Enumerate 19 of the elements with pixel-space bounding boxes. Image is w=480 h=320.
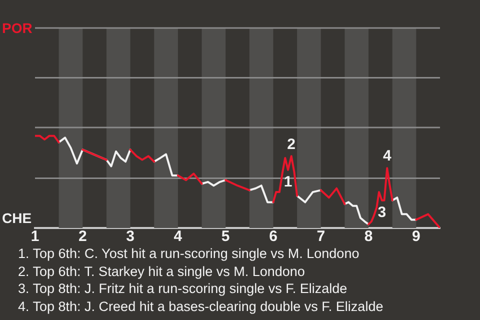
x-tick-label: 7 bbox=[316, 228, 326, 246]
text: POR bbox=[2, 20, 32, 36]
annotation: 3 bbox=[378, 204, 386, 221]
x-tick-label: 5 bbox=[221, 228, 230, 246]
text: 3. Top 8th: J. Fritz hit a run-scoring single vs F. Elizalde bbox=[18, 280, 348, 298]
x-tick-label: 9 bbox=[412, 228, 420, 246]
x-tick-label: 8 bbox=[364, 228, 373, 246]
x-tick-label: 3 bbox=[126, 228, 134, 246]
text: 2. Top 6th: T. Starkey hit a single vs M. Londono bbox=[18, 262, 306, 280]
text: 1. Top 6th: C. Yost hit a run-scoring single vs M. Londono bbox=[18, 245, 360, 262]
text: CHE bbox=[2, 210, 32, 226]
x-tick-label: 1 bbox=[30, 228, 40, 246]
annotation: 4 bbox=[382, 148, 392, 165]
annotation: 2 bbox=[287, 136, 296, 153]
x-tick-label: 4 bbox=[174, 228, 183, 246]
x-tick-label: 6 bbox=[269, 228, 278, 246]
text: 4. Top 8th: J. Creed hit a bases-clearing double vs F. Elizalde bbox=[18, 298, 384, 315]
annotation: 1 bbox=[284, 174, 292, 191]
x-tick-label: 2 bbox=[78, 228, 87, 246]
